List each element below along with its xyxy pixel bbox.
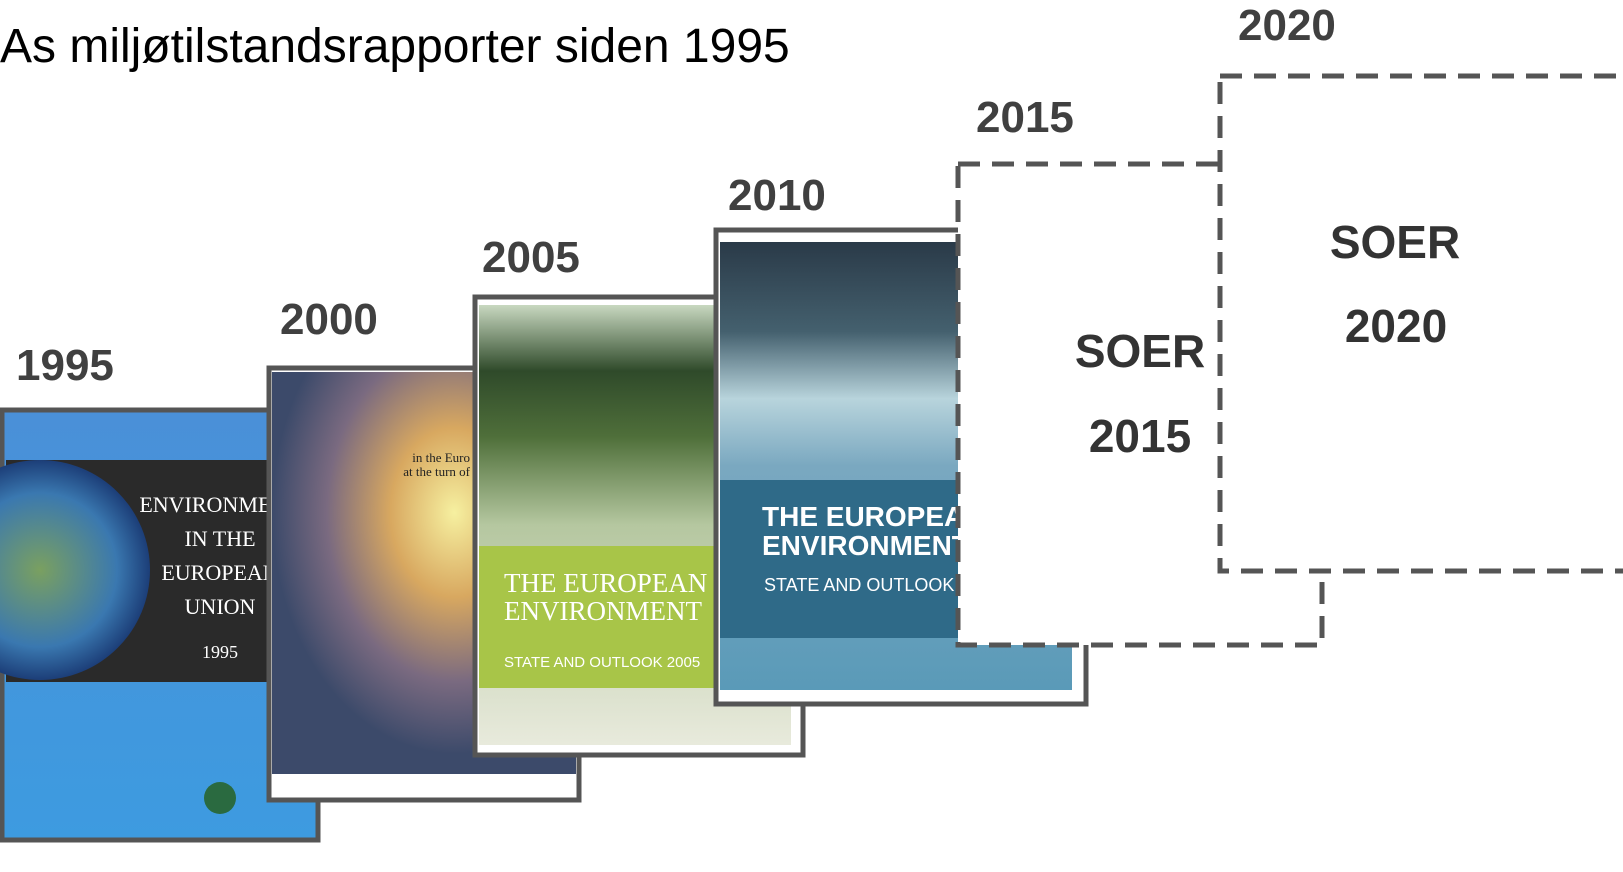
cover-text: SOER [1330, 216, 1460, 268]
cover-text: 1995 [202, 642, 238, 662]
cover-text: ENVIRONMENT [504, 596, 702, 626]
year-label: 2005 [482, 233, 580, 282]
cover-text: UNION [185, 594, 256, 619]
year-label: 2020 [1238, 1, 1336, 50]
placeholder-cover [1217, 73, 1623, 574]
cover-text: STATE AND OUTLOOK [764, 575, 954, 595]
cover-text: STATE AND OUTLOOK 2005 [504, 654, 700, 671]
cover-text: in the Euro [412, 450, 470, 465]
cover-text: EUROPEAN [161, 560, 278, 585]
cover-text: THE EUROPEAN [504, 568, 707, 598]
year-label: 1995 [16, 341, 114, 390]
cover-text: 2015 [1089, 410, 1191, 462]
logo [204, 782, 236, 814]
report-1995: 1995 ENVIRONMENT IN THE EUROPEAN UNION 1… [0, 341, 321, 843]
cover-text: ENVIRONMENT [762, 530, 969, 561]
report-2020: 2020 SOER 2020 [1217, 1, 1623, 574]
cover-text: THE EUROPEAN [762, 501, 984, 532]
cover-text: SOER [1075, 325, 1205, 377]
year-label: 2010 [728, 171, 826, 220]
cover-text: 2020 [1345, 300, 1447, 352]
subtitle: As miljøtilstandsrapporter siden 1995 [0, 20, 790, 73]
cover-text: IN THE [184, 526, 255, 551]
year-label: 2000 [280, 295, 378, 344]
cover-text: at the turn of [403, 464, 470, 479]
year-label: 2015 [976, 93, 1074, 142]
globe [0, 460, 150, 680]
